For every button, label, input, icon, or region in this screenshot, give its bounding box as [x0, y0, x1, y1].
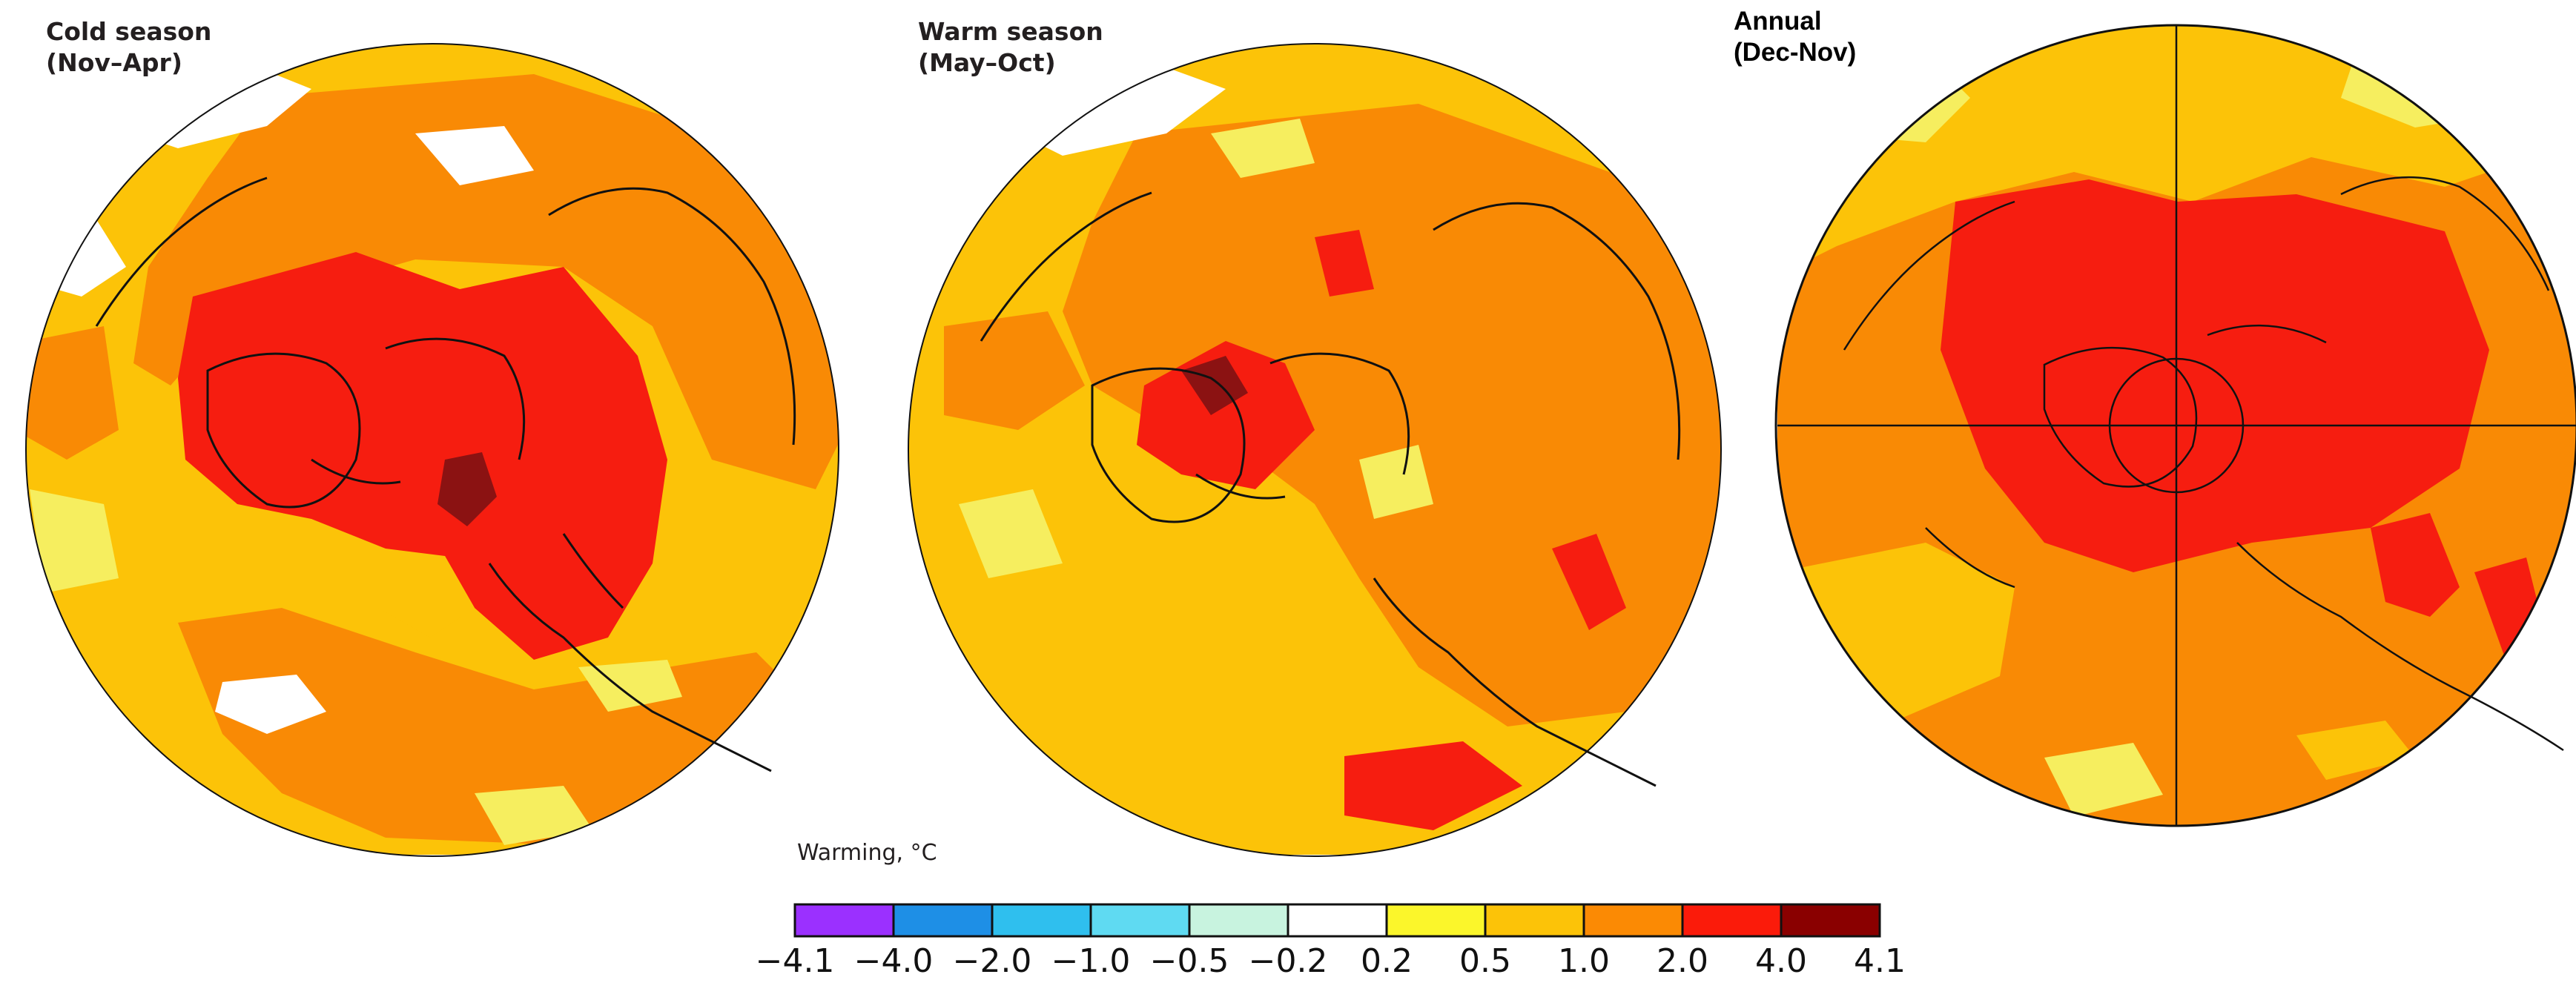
warm-season-title: Warm season (May–Oct): [918, 16, 1103, 79]
legend-swatch-6: [1385, 903, 1487, 938]
legend-swatch-7: [1484, 903, 1585, 938]
legend-swatch-10: [1780, 903, 1881, 938]
legend-tick-label: −0.5: [1150, 942, 1229, 980]
annual-title: Annual (Dec-Nov): [1734, 6, 1856, 68]
legend-tick-label: −4.1: [756, 942, 835, 980]
legend-tick-label: −4.0: [854, 942, 934, 980]
cold-season-label: Cold season: [46, 17, 212, 46]
cold-season-months: (Nov–Apr): [46, 48, 182, 77]
legend-swatch-2: [991, 903, 1092, 938]
legend-tick-label: −1.0: [1051, 942, 1131, 980]
warm-season-months: (May–Oct): [918, 48, 1056, 77]
cold-season-map: [25, 43, 839, 857]
legend-swatch-1: [892, 903, 994, 938]
annual-coastlines: [1843, 176, 2564, 752]
annual-label: Annual: [1734, 7, 1822, 36]
warm-season-coastlines: [980, 191, 1681, 787]
cold-season-coastlines: [95, 176, 796, 772]
legend-tick-label: 2.0: [1657, 942, 1708, 980]
legend-swatch-8: [1582, 903, 1684, 938]
annual-map: [1774, 24, 2576, 827]
legend-tick-label: 0.5: [1459, 942, 1511, 980]
legend-tick-label: 4.0: [1755, 942, 1807, 980]
cold-season-warming-field: [26, 44, 839, 855]
legend-tick-label: 4.1: [1854, 942, 1906, 980]
legend-tick-label: −2.0: [953, 942, 1032, 980]
annual-months: (Dec-Nov): [1734, 38, 1857, 67]
warm-season-warming-field: [908, 44, 1721, 855]
cold-season-title: Cold season (Nov–Apr): [46, 16, 211, 79]
warm-season-label: Warm season: [918, 17, 1103, 46]
legend-swatch-9: [1681, 903, 1783, 938]
legend-title: Warming, °C: [797, 840, 937, 866]
legend-tick-label: 1.0: [1558, 942, 1610, 980]
legend-tick-label: −0.2: [1249, 942, 1328, 980]
legend-swatch-5: [1287, 903, 1388, 938]
warm-season-map: [908, 43, 1722, 857]
legend-swatch-4: [1188, 903, 1289, 938]
legend-tick-label: 0.2: [1361, 942, 1413, 980]
legend-swatch-0: [793, 903, 895, 938]
annual-graticule: [1777, 25, 2576, 826]
legend-swatch-3: [1089, 903, 1191, 938]
